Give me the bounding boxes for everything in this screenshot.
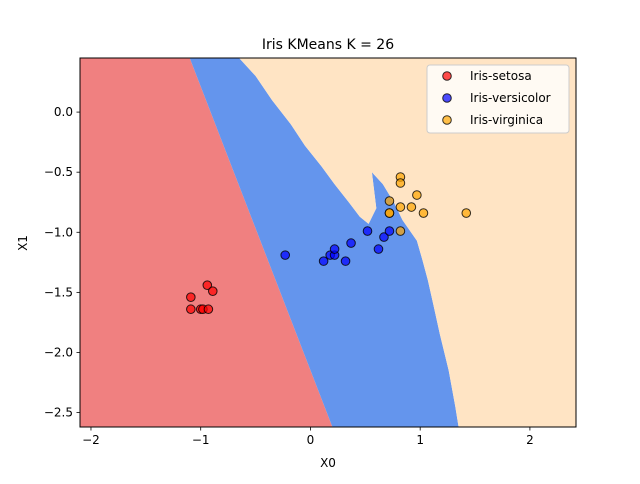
point-iris-versicolor (340, 256, 351, 266)
point-iris-versicolor (346, 238, 356, 248)
y-tick-label: −2.5 (44, 406, 73, 420)
plot-frame (79, 57, 577, 428)
y-tick-label: −2.0 (44, 345, 73, 359)
point-iris-virginica (461, 208, 472, 218)
x-tick-label: −2 (82, 433, 100, 447)
point-iris-setosa (186, 304, 196, 315)
point-iris-setosa (202, 280, 213, 290)
region-iris-virginica (239, 58, 576, 427)
point-iris-versicolor (362, 226, 373, 236)
y-tick-label: 0.0 (54, 105, 73, 119)
region-iris-setosa (80, 58, 333, 427)
point-iris-versicolor (318, 256, 329, 266)
y-tick-label: −1.5 (44, 285, 73, 299)
x-axis-label: X0 (320, 456, 336, 470)
point-iris-virginica (384, 196, 395, 206)
region-iris-versicolor (189, 58, 459, 427)
point-iris-versicolor (379, 232, 389, 242)
point-iris-virginica (412, 190, 422, 200)
x-axis: −2 −1 0 1 2 (82, 427, 534, 447)
point-iris-setosa (203, 304, 214, 315)
point-iris-virginica (395, 178, 406, 188)
point-iris-versicolor (280, 250, 291, 260)
legend-label: Iris-virginica (470, 113, 543, 127)
y-axis: 0.0 −0.5 −1.0 −1.5 −2.0 −2.5 (44, 105, 80, 420)
legend-marker (442, 93, 452, 103)
point-iris-virginica (395, 202, 406, 212)
point-iris-virginica (406, 202, 417, 212)
chart-title: Iris KMeans K = 26 (262, 37, 394, 53)
point-iris-virginica (384, 208, 395, 218)
x-tick-label: −1 (192, 433, 210, 447)
legend-label: Iris-versicolor (470, 91, 551, 105)
legend-box (426, 64, 570, 134)
point-iris-versicolor (373, 244, 384, 254)
point-iris-versicolor (329, 244, 340, 254)
x-tick-label: 2 (526, 433, 534, 447)
y-tick-label: −0.5 (44, 165, 73, 179)
legend-marker (442, 71, 452, 81)
x-tick-label: 1 (416, 433, 424, 447)
point-iris-setosa (207, 286, 218, 296)
y-tick-label: −1.0 (44, 225, 73, 239)
legend-marker (442, 115, 452, 125)
point-iris-virginica (418, 208, 429, 218)
legend-label: Iris-setosa (470, 69, 532, 83)
x-tick-label: 0 (307, 433, 315, 447)
y-axis-label: X1 (16, 235, 30, 251)
legend: Iris-setosa Iris-versicolor Iris-virginica (426, 64, 570, 134)
point-iris-virginica (395, 226, 406, 236)
point-iris-versicolor (384, 226, 395, 236)
decision-regions (80, 58, 576, 427)
point-iris-setosa (186, 292, 196, 302)
data-points (186, 172, 472, 315)
